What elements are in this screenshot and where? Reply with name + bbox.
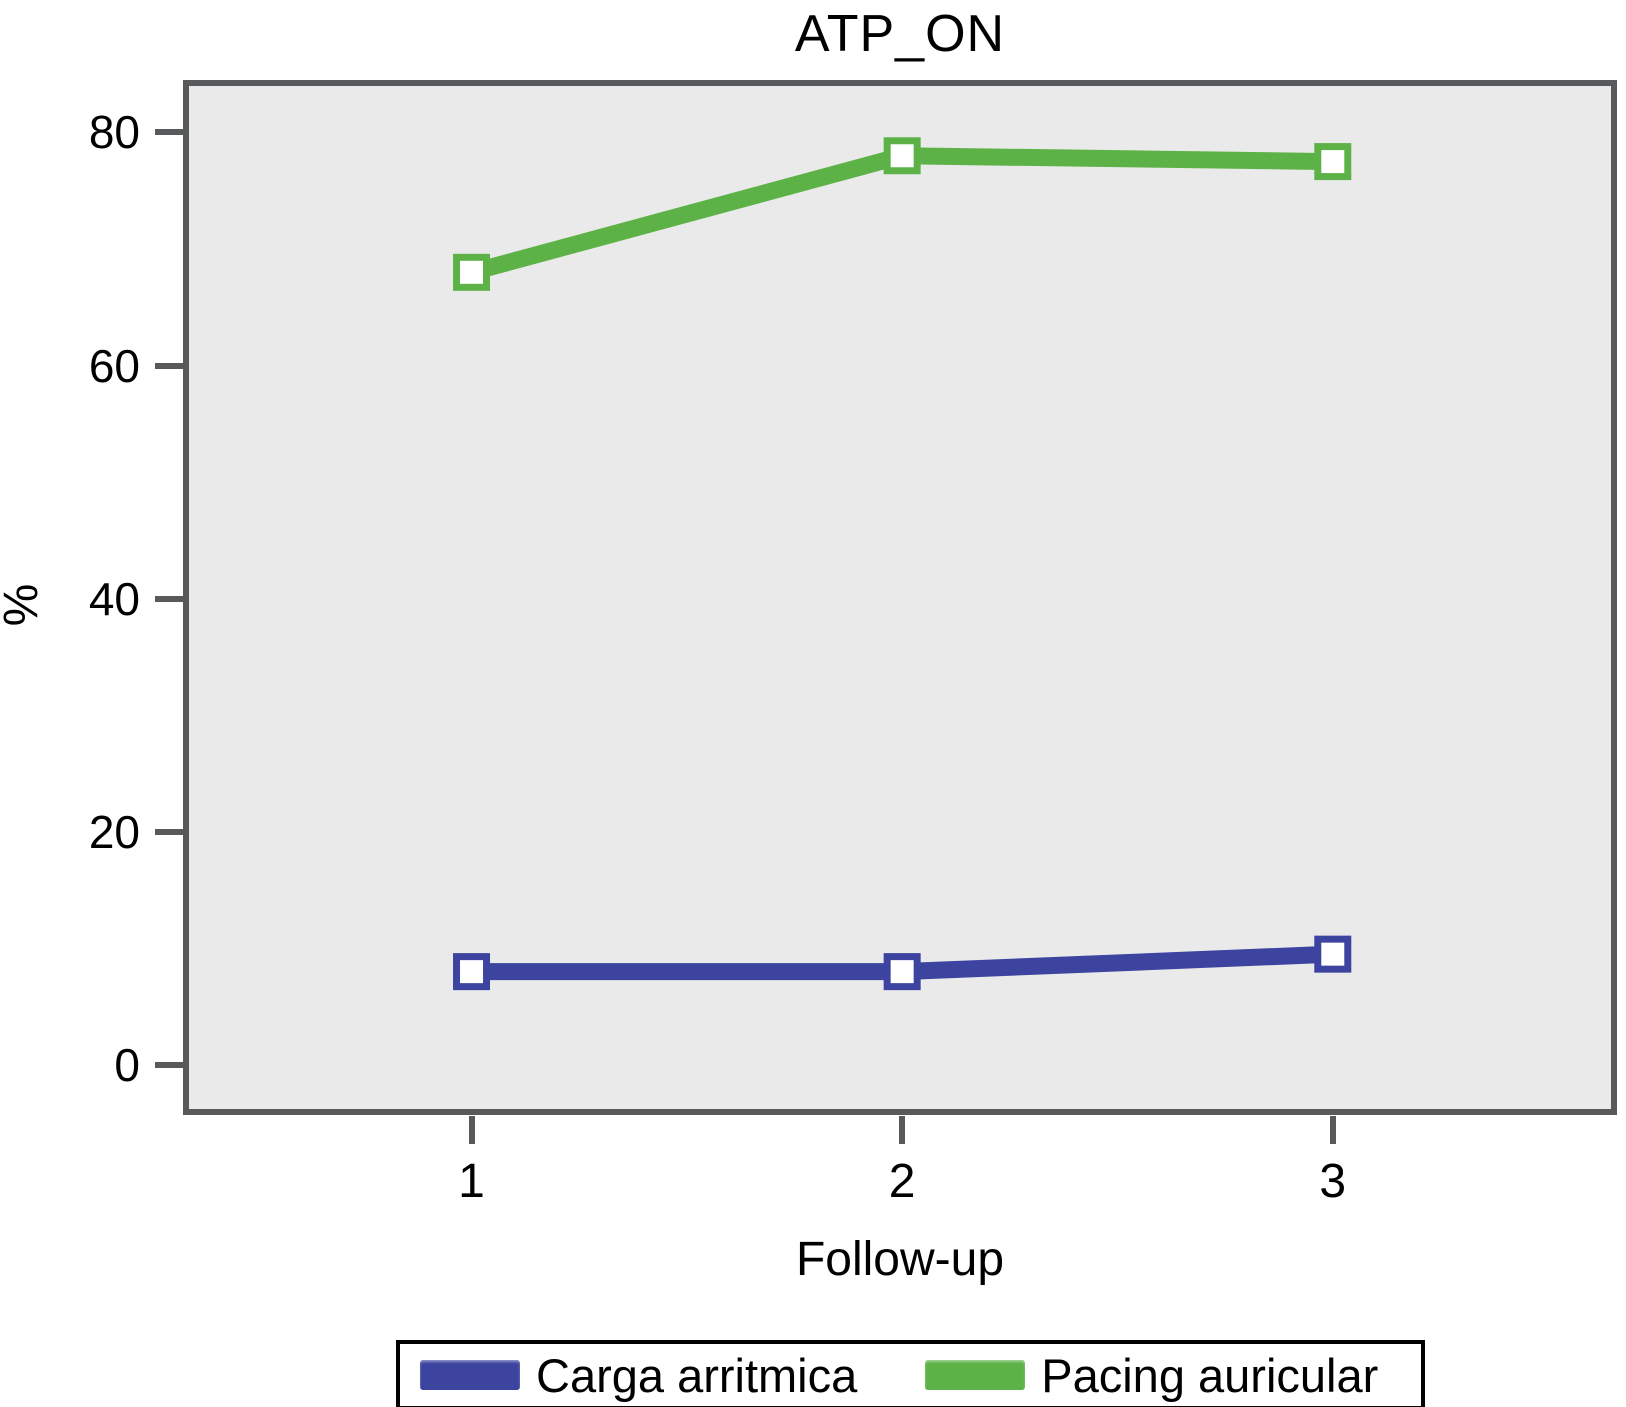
y-tick-label: 40: [88, 572, 140, 625]
series-swatch-pacing-auricular: [925, 1360, 1026, 1390]
x-tick-label: 3: [1319, 1155, 1347, 1208]
y-tick-label: 20: [88, 805, 140, 858]
y-tick-mark: [155, 362, 183, 369]
legend-item: Pacing auricular: [925, 1352, 1378, 1399]
x-tick-mark: [1329, 1116, 1336, 1144]
series-swatch-carga-arritmica: [420, 1360, 520, 1390]
legend-label: Pacing auricular: [1041, 1348, 1379, 1402]
y-tick-label: 60: [88, 339, 140, 392]
data-point-marker: [1314, 935, 1352, 973]
y-tick-mark: [155, 129, 183, 136]
x-tick-label: 2: [888, 1155, 916, 1208]
x-tick-label: 1: [458, 1155, 485, 1208]
legend-label: Carga arritmica: [536, 1348, 858, 1402]
y-tick-mark: [155, 828, 183, 835]
y-tick-label: 80: [88, 106, 140, 159]
x-tick-mark: [468, 1116, 475, 1144]
y-tick-mark: [155, 595, 183, 602]
data-point-marker: [453, 953, 491, 991]
legend-item: Carga arritmica: [420, 1352, 857, 1399]
y-tick-label: 0: [114, 1038, 140, 1091]
data-point-marker: [883, 953, 921, 991]
data-point-marker: [883, 137, 921, 175]
y-tick-mark: [155, 1061, 183, 1068]
legend: Carga arritmica Pacing auricular: [396, 1340, 1425, 1407]
chart-title: ATP_ON: [794, 5, 1006, 63]
x-tick-mark: [899, 1116, 906, 1144]
x-axis-label: Follow-up: [795, 1233, 1005, 1286]
data-point-marker: [453, 253, 491, 291]
data-point-marker: [1314, 143, 1352, 181]
plot-area: [183, 80, 1617, 1115]
